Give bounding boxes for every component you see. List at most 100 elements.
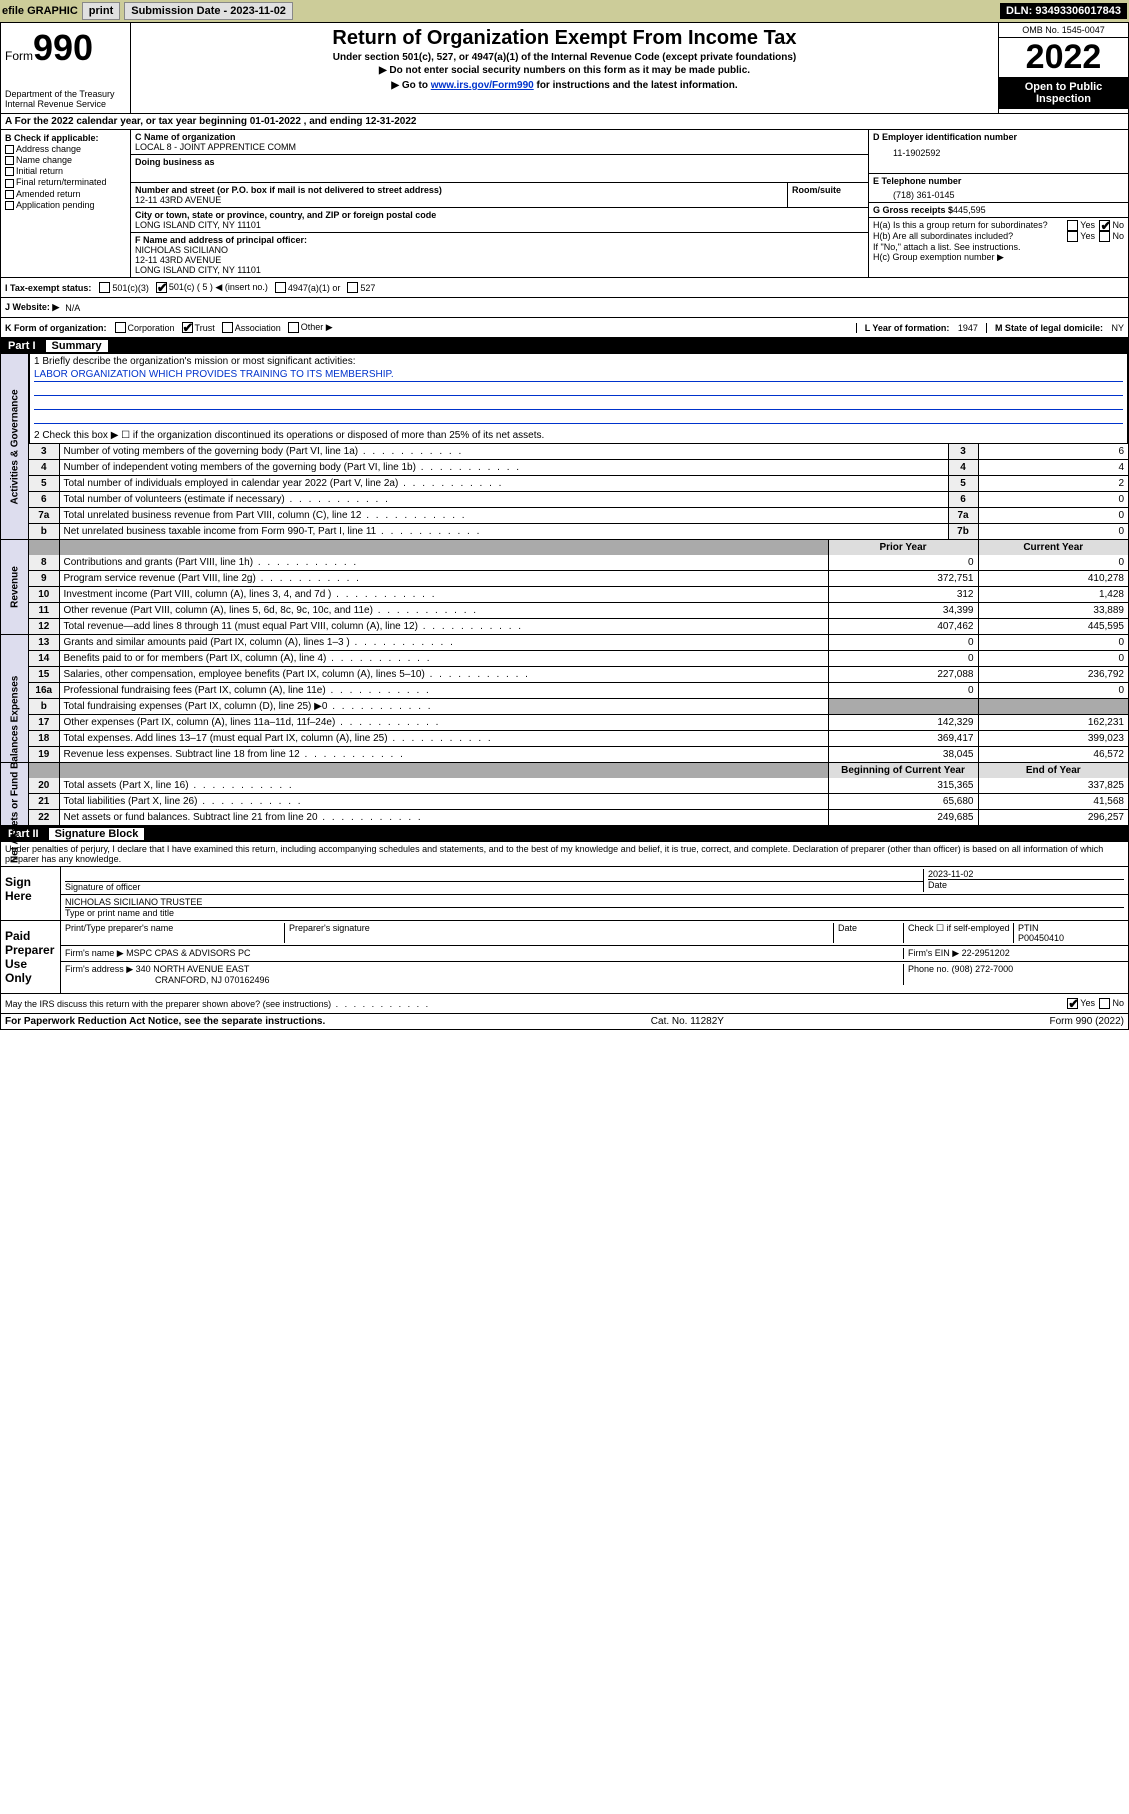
table-row: 11Other revenue (Part VIII, column (A), … [29,603,1128,619]
omb-number: OMB No. 1545-0047 [999,23,1128,38]
chk-527[interactable] [347,282,358,293]
table-row: 5Total number of individuals employed in… [29,476,1128,492]
state-value: NY [1111,323,1124,333]
rev-label: Revenue [1,540,29,634]
table-row: 12Total revenue—add lines 8 through 11 (… [29,619,1128,635]
firm-addr2: CRANFORD, NJ 070162496 [65,975,903,985]
row-i: I Tax-exempt status: 501(c)(3) 501(c) ( … [0,278,1129,298]
website-value: N/A [65,303,80,313]
instructions-link-row: ▶ Go to www.irs.gov/Form990 for instruct… [135,80,994,91]
ha-yn[interactable]: Yes No [1065,220,1124,231]
row-j: J Website: ▶ N/A [0,298,1129,318]
sig-date: 2023-11-02 [928,869,1124,879]
ein-value: 11-1902592 [873,142,1124,158]
phone-value: (908) 272-7000 [952,964,1014,974]
form-number: 990 [33,27,93,68]
firm-ein-label: Firm's EIN ▶ [908,948,959,958]
chk-501c[interactable] [156,282,167,293]
dln-label: DLN: 93493306017843 [1000,3,1127,19]
ptin-value: P00450410 [1018,933,1124,943]
signature-section: Under penalties of perjury, I declare th… [0,842,1129,994]
footer: For Paperwork Reduction Act Notice, see … [0,1014,1129,1030]
room-label: Room/suite [792,185,841,195]
chk-amended[interactable]: Amended return [5,189,126,199]
chk-4947[interactable] [275,282,286,293]
submission-date-button[interactable]: Submission Date - 2023-11-02 [124,2,293,20]
ein-label: D Employer identification number [873,132,1124,142]
form-left: Form990 Department of the Treasury Inter… [1,23,131,113]
gross-label: G Gross receipts $ [873,205,953,215]
phone-label: Phone no. [908,964,949,974]
chk-corp[interactable] [115,322,126,333]
net-label: Net Assets or Fund Balances [1,763,29,825]
part1-title: Summary [46,340,108,352]
tax-year: 2022 [999,38,1128,77]
table-row: 8Contributions and grants (Part VIII, li… [29,555,1128,571]
chk-application[interactable]: Application pending [5,200,126,210]
part1-header: Part I Summary [0,338,1129,354]
mission-label: 1 Briefly describe the organization's mi… [34,356,1123,367]
subtitle-2: ▶ Do not enter social security numbers o… [135,65,994,76]
table-row: 10Investment income (Part VIII, column (… [29,587,1128,603]
end-year-hdr: End of Year [978,763,1128,778]
paid-prep-label: Paid Preparer Use Only [1,921,61,993]
efile-label: efile GRAPHIC [2,5,78,17]
form-right: OMB No. 1545-0047 2022 Open to Public In… [998,23,1128,113]
chk-assoc[interactable] [222,322,233,333]
chk-initial[interactable]: Initial return [5,166,126,176]
chk-trust[interactable] [182,322,193,333]
dept-label: Department of the Treasury [5,89,126,99]
exp-table: 13Grants and similar amounts paid (Part … [29,635,1128,762]
mission-text: LABOR ORGANIZATION WHICH PROVIDES TRAINI… [34,369,1123,382]
chk-name[interactable]: Name change [5,155,126,165]
state-label: M State of legal domicile: [995,323,1103,333]
discuss-text: May the IRS discuss this return with the… [5,999,430,1009]
mission-row: 1 Briefly describe the organization's mi… [29,354,1128,444]
exp-section: Expenses 13Grants and similar amounts pa… [0,635,1129,763]
sig-name-label: Type or print name and title [65,907,1124,918]
gov-label: Activities & Governance [1,354,29,539]
year-form-value: 1947 [958,323,978,333]
table-row: 15Salaries, other compensation, employee… [29,667,1128,683]
blank-line [34,412,1123,424]
blank-line [34,384,1123,396]
beg-year-hdr: Beginning of Current Year [828,763,978,778]
subtitle-1: Under section 501(c), 527, or 4947(a)(1)… [135,52,994,63]
chk-address[interactable]: Address change [5,144,126,154]
table-row: 21Total liabilities (Part X, line 26)65,… [29,794,1128,810]
firm-ein: 22-2951202 [962,948,1010,958]
link-pre: ▶ Go to [391,80,430,91]
discuss-yn[interactable]: Yes No [1065,998,1124,1009]
year-form-label: L Year of formation: [865,323,950,333]
tel-label: E Telephone number [873,176,1124,186]
hb-yn[interactable]: Yes No [1065,231,1124,242]
dba-label: Doing business as [135,157,864,167]
org-name-label: C Name of organization [135,132,864,142]
chk-501c3[interactable] [99,282,110,293]
officer-addr2: LONG ISLAND CITY, NY 11101 [135,265,864,275]
chk-final[interactable]: Final return/terminated [5,177,126,187]
form-center: Return of Organization Exempt From Incom… [131,23,998,113]
sig-name: NICHOLAS SICILIANO TRUSTEE [65,897,1124,907]
table-row: 13Grants and similar amounts paid (Part … [29,635,1128,651]
row-k: K Form of organization: Corporation Trus… [0,318,1129,338]
form-label: Form [5,49,33,63]
print-button[interactable]: print [82,2,120,20]
firm-addr1: 340 NORTH AVENUE EAST [136,964,250,974]
rev-section: Revenue Prior YearCurrent Year 8Contribu… [0,540,1129,635]
gov-section: Activities & Governance 1 Briefly descri… [0,354,1129,540]
row-a: A For the 2022 calendar year, or tax yea… [0,114,1129,130]
sign-here-label: Sign Here [1,867,61,920]
chk-other[interactable] [288,322,299,333]
line2-text: 2 Check this box ▶ ☐ if the organization… [34,430,1123,441]
hb-label: H(b) Are all subordinates included? [873,231,1013,242]
sig-officer-label: Signature of officer [65,881,923,892]
irs-link[interactable]: www.irs.gov/Form990 [431,80,534,91]
addr-label: Number and street (or P.O. box if mail i… [135,185,783,195]
col-c: C Name of organization LOCAL 8 - JOINT A… [131,130,868,277]
org-name: LOCAL 8 - JOINT APPRENTICE COMM [135,142,864,152]
table-row: 18Total expenses. Add lines 13–17 (must … [29,731,1128,747]
h-note: If "No," attach a list. See instructions… [873,242,1124,252]
main-info: B Check if applicable: Address change Na… [0,130,1129,278]
ha-label: H(a) Is this a group return for subordin… [873,220,1048,231]
